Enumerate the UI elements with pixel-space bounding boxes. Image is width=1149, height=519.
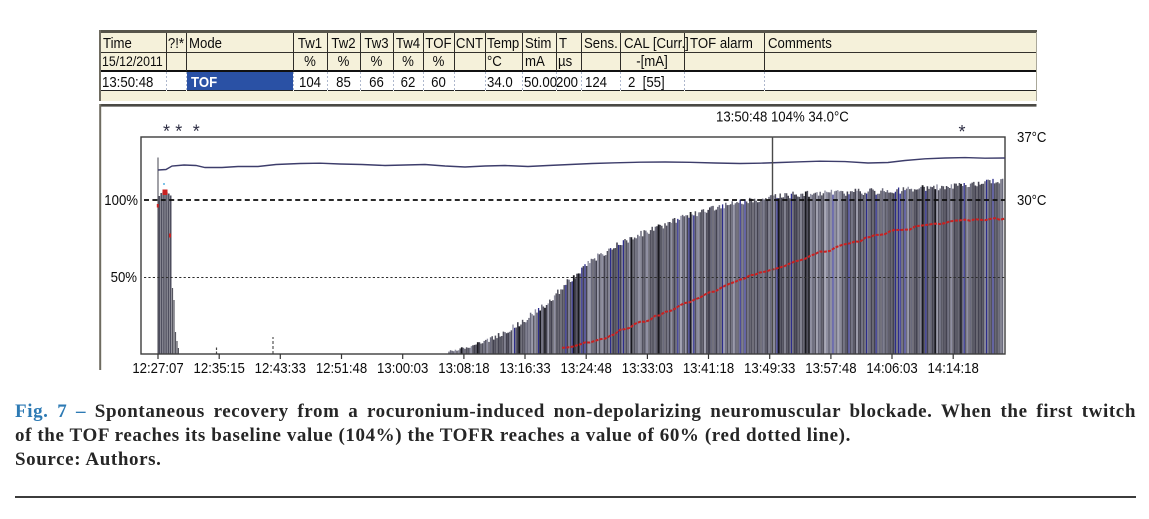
svg-text:13:08:18: 13:08:18 bbox=[438, 359, 489, 376]
svg-text:13:49:33: 13:49:33 bbox=[744, 359, 795, 376]
svg-text:12:35:15: 12:35:15 bbox=[194, 359, 245, 376]
svg-text:13:57:48: 13:57:48 bbox=[805, 359, 856, 376]
svg-text:14:06:03: 14:06:03 bbox=[866, 359, 917, 376]
svg-text:13:00:03: 13:00:03 bbox=[377, 359, 428, 376]
svg-text:100%: 100% bbox=[104, 191, 138, 208]
svg-text:13:16:33: 13:16:33 bbox=[499, 359, 550, 376]
svg-text:50%: 50% bbox=[111, 268, 138, 285]
svg-text:*: * bbox=[175, 122, 182, 142]
svg-text:*: * bbox=[193, 122, 200, 142]
svg-text:13:24:48: 13:24:48 bbox=[561, 359, 612, 376]
svg-text:12:43:33: 12:43:33 bbox=[255, 359, 306, 376]
svg-text:*: * bbox=[958, 122, 965, 142]
svg-text:13:33:03: 13:33:03 bbox=[622, 359, 673, 376]
svg-text:13:50:48 104% 34.0°C: 13:50:48 104% 34.0°C bbox=[716, 108, 849, 125]
svg-text:*: * bbox=[163, 122, 170, 142]
svg-text:30°C: 30°C bbox=[1017, 191, 1046, 208]
svg-text:37°C: 37°C bbox=[1017, 128, 1046, 145]
svg-text:13:41:18: 13:41:18 bbox=[683, 359, 734, 376]
svg-text:14:14:18: 14:14:18 bbox=[928, 359, 979, 376]
svg-text:12:27:07: 12:27:07 bbox=[132, 359, 183, 376]
svg-text:12:51:48: 12:51:48 bbox=[316, 359, 367, 376]
